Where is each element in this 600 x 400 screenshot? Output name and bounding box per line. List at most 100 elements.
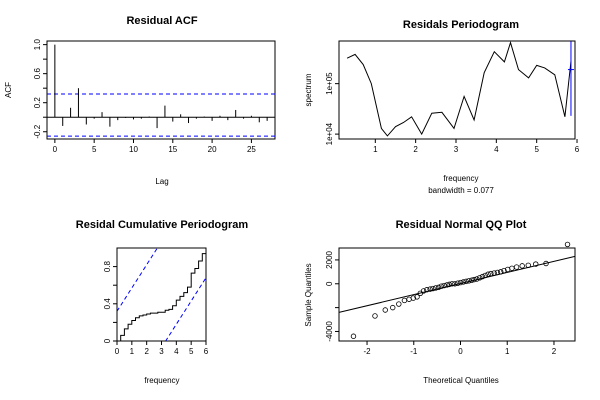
x-tick-label: 15 bbox=[168, 145, 177, 154]
x-axis-label: Lag bbox=[155, 177, 168, 186]
x-tick-label: 1 bbox=[373, 145, 378, 154]
y-tick-label: 1e+04 bbox=[325, 122, 334, 145]
plot-frame bbox=[46, 40, 276, 140]
y-axis-label: Sample Quantiles bbox=[304, 263, 313, 326]
qq-point bbox=[525, 262, 531, 268]
qq-point bbox=[446, 281, 452, 288]
y-tick-label: 1e+05 bbox=[325, 72, 334, 95]
y-tick-label: 0 bbox=[325, 281, 334, 286]
x-tick-label: 5 bbox=[92, 145, 97, 154]
qq-point bbox=[471, 276, 477, 283]
x-tick-label: 20 bbox=[208, 145, 217, 154]
qq-point bbox=[424, 287, 430, 293]
x-tick-label: 2 bbox=[413, 145, 418, 154]
qq-point bbox=[533, 261, 539, 267]
qq-point bbox=[479, 273, 486, 280]
x-axis-label: Theoretical Quantiles bbox=[423, 376, 499, 385]
y-tick-label: 0.8 bbox=[103, 260, 112, 272]
x-tick-label: 0 bbox=[53, 145, 58, 154]
x-tick-label: 2 bbox=[552, 347, 557, 356]
qq-point bbox=[420, 288, 427, 294]
y-axis-label: ACF bbox=[4, 82, 13, 98]
confidence-band bbox=[117, 248, 158, 312]
y-tick-label: 0 bbox=[103, 338, 112, 343]
qq-point bbox=[444, 282, 450, 288]
chart-title: Residal Cumulative Periodogram bbox=[76, 219, 249, 231]
qq-point bbox=[430, 285, 436, 292]
qq-point bbox=[427, 286, 433, 292]
qq-point bbox=[414, 294, 420, 300]
qq-point bbox=[390, 304, 396, 311]
x-tick-label: 4 bbox=[174, 347, 179, 356]
y-axis-label: spectrum bbox=[304, 73, 313, 106]
chart-title: Residual ACF bbox=[126, 15, 197, 27]
qq-point bbox=[519, 263, 525, 269]
confidence-band bbox=[165, 277, 206, 341]
x-tick-label: 1 bbox=[505, 347, 510, 356]
cumulative-step-line bbox=[117, 248, 207, 342]
cumulative-periodogram-panel: Residal Cumulative Periodogram frequency 0… bbox=[76, 219, 249, 385]
qq-point bbox=[460, 279, 467, 285]
qq-point bbox=[455, 280, 461, 286]
qq-point bbox=[494, 269, 501, 276]
x-tick-label: 6 bbox=[204, 347, 209, 356]
y-tick-label: 0.6 bbox=[33, 68, 42, 80]
x-tick-label: 0 bbox=[458, 347, 463, 356]
qq-point bbox=[564, 241, 571, 248]
qq-point bbox=[497, 269, 504, 275]
qq-point bbox=[441, 282, 447, 289]
qq-point bbox=[457, 279, 464, 286]
plot-frame bbox=[338, 247, 576, 342]
x-axis-label: frequency bbox=[443, 174, 478, 183]
x-tick-label: 1 bbox=[130, 347, 135, 356]
x-tick-label: -2 bbox=[363, 347, 371, 356]
qq-point bbox=[513, 264, 520, 270]
qq-point bbox=[435, 284, 442, 291]
qq-point bbox=[396, 301, 402, 307]
residual-acf-panel: Residual ACF Lag ACF 0 5 10 15 20 25 -0.2 0.2 0.6 1.… bbox=[4, 15, 276, 186]
x-tick-label: 4 bbox=[494, 145, 499, 154]
qq-point bbox=[501, 267, 507, 274]
y-tick-label: -4000 bbox=[325, 321, 334, 342]
qq-point bbox=[485, 271, 491, 277]
residual-periodogram-panel: Residals Periodogram frequency spectrum ban… bbox=[304, 19, 580, 195]
qq-point bbox=[452, 281, 458, 287]
qq-point bbox=[382, 307, 388, 313]
qq-point bbox=[543, 260, 549, 267]
qq-point bbox=[410, 295, 417, 301]
qq-point bbox=[433, 285, 439, 291]
qq-point bbox=[466, 278, 472, 284]
x-tick-label: 10 bbox=[129, 145, 138, 154]
qq-point bbox=[438, 283, 445, 289]
plot-frame bbox=[338, 40, 576, 140]
y-tick-label: 1.0 bbox=[33, 39, 42, 51]
qq-point bbox=[488, 270, 494, 277]
spectrum-line bbox=[346, 40, 572, 137]
y-tick-label: 2000 bbox=[325, 250, 334, 268]
qq-point bbox=[463, 278, 469, 285]
qq-point bbox=[401, 297, 408, 304]
chart-subtitle: bandwidth = 0.077 bbox=[428, 186, 494, 195]
qq-point bbox=[491, 270, 497, 276]
y-tick-label: 0.4 bbox=[103, 298, 112, 310]
x-tick-label: 6 bbox=[575, 145, 580, 154]
y-tick-label: 0.2 bbox=[33, 97, 42, 109]
qq-point bbox=[476, 275, 483, 281]
x-tick-label: 25 bbox=[247, 145, 256, 154]
qq-point bbox=[482, 272, 488, 279]
plot-frame bbox=[116, 247, 207, 342]
x-tick-label: -1 bbox=[410, 347, 418, 356]
x-axis-label: frequency bbox=[144, 376, 179, 385]
x-tick-label: 5 bbox=[534, 145, 539, 154]
qq-point bbox=[449, 281, 455, 287]
qq-point bbox=[469, 277, 475, 283]
x-tick-label: 3 bbox=[159, 347, 164, 356]
chart-title: Residals Periodogram bbox=[403, 19, 519, 31]
qq-point bbox=[372, 313, 378, 319]
x-tick-label: 3 bbox=[454, 145, 459, 154]
qq-point bbox=[474, 276, 480, 282]
qq-point bbox=[509, 265, 515, 271]
x-tick-label: 0 bbox=[115, 347, 120, 356]
y-tick-label: -0.2 bbox=[33, 124, 42, 138]
